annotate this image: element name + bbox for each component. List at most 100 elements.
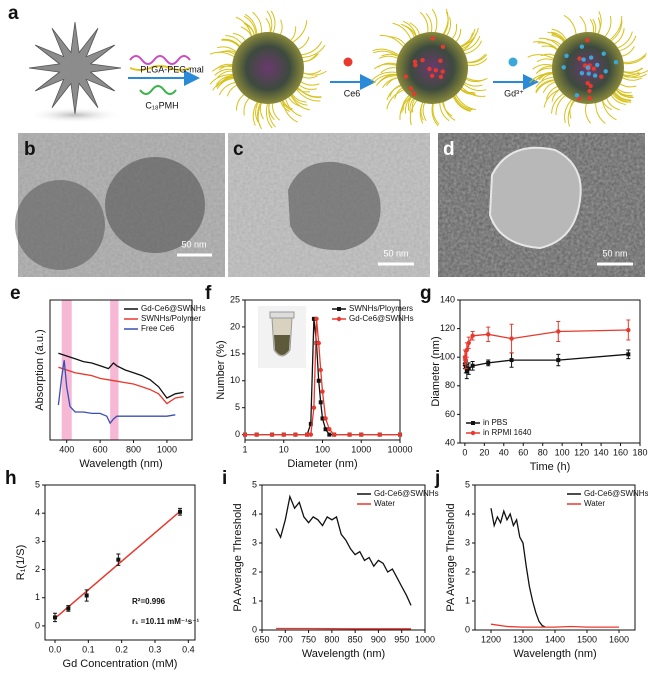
dot [581,57,586,62]
chart-line: i 650 700 750 800 850 900 950 1000 0 1 2 3 4 5 Waveleng… [222,468,439,660]
x-tick-label: 800 [324,634,339,644]
y-tick-label: 0 [252,624,257,634]
panel-label: b [24,139,36,160]
x-tick-label: 650 [254,634,269,644]
dot [561,65,566,70]
x-axis-label: Gd Concentration (mM) [63,658,178,670]
dot [595,62,600,68]
x-tick-label: 0.2 [115,644,128,654]
y-tick-label: 5 [252,479,257,489]
x-tick-label: 0.1 [82,644,95,654]
y-axis-label: PA Average Threshold [445,503,457,611]
dot [587,96,593,101]
point [556,358,561,363]
polymer-strand [139,85,177,95]
shadow [27,107,123,123]
dot [408,86,413,91]
x-axis-label: Wavelength (nm) [79,458,162,470]
y-tick-label: 3 [465,537,470,547]
panel-label: h [5,468,17,489]
y-tick-label: 4 [465,508,470,518]
dot [564,53,569,58]
point [316,340,321,346]
micrograph-b: b 50 nm [15,133,225,277]
dot [579,70,585,76]
point [242,432,248,437]
plot-frame [49,299,193,441]
dot [430,36,435,41]
dot [440,44,446,50]
chart-line: f 1 10 100 1000 10000 0 5 10 15 20 25 Diameter (nm) N… [205,283,414,470]
point [304,432,310,437]
panel-label: g [420,283,432,304]
dot [438,74,444,79]
x-tick-label: 1500 [577,634,597,644]
point [486,360,491,365]
label: Gd³⁺ [504,88,524,98]
dot [587,88,592,94]
series-line [490,508,546,628]
ce6-dot [343,57,353,67]
x-tick-label: 40 [499,447,509,457]
dot [577,56,582,61]
point [327,427,332,432]
point [314,341,319,346]
x-tick-label: 1000 [157,444,177,454]
point [556,329,561,334]
point [359,432,364,437]
micrograph-c: c 50 nm [228,133,430,277]
dot [411,91,417,96]
plot-frame [474,484,636,631]
x-tick-label: 100 [315,444,330,454]
chart-line: e 400 600 800 1000 Wavelength (nm) Absorption … [10,283,206,470]
dot [412,59,418,64]
dot [403,74,408,79]
dot [588,55,594,60]
legend-label: SWNHs/Ploymers [349,304,413,313]
panel-label: a [8,3,19,24]
highlight-band [110,300,119,440]
legend-marker [337,307,341,311]
x-tick-label: 1400 [545,634,565,644]
chart-line: g 0 20 40 60 80 100 120 140 160 180 40 60 80 100 120 140… [420,283,648,473]
y-axis-label: R₁(1/S) [15,545,27,581]
x-tick-label: 0.4 [182,644,195,654]
dot [601,51,606,56]
point [320,416,325,421]
dot [586,71,591,76]
nanohorn [28,21,122,115]
point [327,432,332,437]
dot [440,69,445,74]
y-tick-label: 80 [445,380,455,390]
panel-label: i [222,468,227,489]
dot [585,38,590,43]
point [53,615,57,620]
label: PLGA-PEG-mal [140,64,204,74]
x-axis-label: Wavelength (nm) [513,648,596,660]
core [232,32,304,104]
y-tick-label: 0 [35,620,40,630]
x-tick-label: 0 [462,447,467,457]
y-tick-label: 1 [35,592,40,602]
y-tick-label: 120 [440,323,455,333]
label: Ce6 [344,88,361,98]
schematic: a PLGA-PEG-mal C₁₈PMH Ce6 Gd³⁺ [8,3,648,130]
y-tick-label: 25 [230,294,240,304]
point [486,332,491,337]
x-tick-label: 750 [301,634,316,644]
x-tick-label: 1600 [609,634,629,644]
x-axis-label: Time (h) [530,461,571,473]
dot [613,60,619,65]
x-tick-label: 600 [93,444,108,454]
x-tick-label: 400 [59,444,74,454]
x-tick-label: 0.3 [149,644,162,654]
dot [574,93,580,98]
panel-label: f [205,283,212,304]
y-axis-label: Diameter (nm) [430,336,442,406]
x-tick-label: 0.0 [49,644,62,654]
x-tick-label: 950 [394,634,409,644]
point [308,432,314,437]
series-line [58,366,184,405]
x-tick-label: 100 [555,447,570,457]
x-tick-label: 60 [518,447,528,457]
